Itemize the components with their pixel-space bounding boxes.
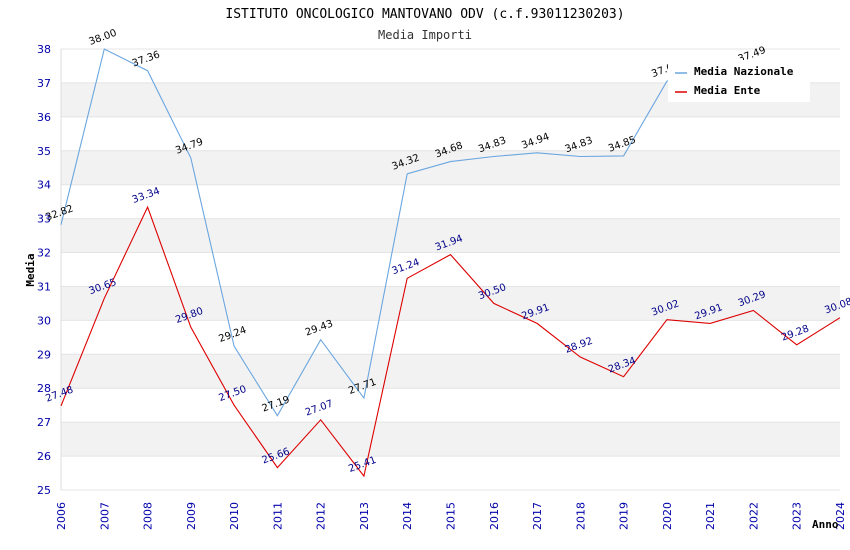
y-tick-label: 30	[37, 314, 51, 327]
grid-band	[61, 286, 840, 321]
grid-band	[61, 422, 840, 457]
x-tick-label: 2022	[747, 502, 760, 530]
x-tick-label: 2009	[185, 502, 198, 530]
x-tick-label: 2019	[618, 502, 631, 530]
legend-label-media-nazionale: Media Nazionale	[694, 65, 794, 78]
x-tick-label: 2021	[704, 502, 717, 530]
data-label: 37.36	[131, 49, 162, 69]
x-tick-label: 2018	[574, 502, 587, 530]
data-label: 38.00	[88, 28, 119, 48]
data-label: 31.24	[390, 257, 421, 277]
legend-label-media-ente: Media Ente	[694, 84, 761, 97]
data-label: 28.92	[564, 336, 595, 356]
y-tick-label: 34	[37, 179, 51, 192]
y-tick-label: 28	[37, 382, 51, 395]
y-tick-label: 35	[37, 145, 51, 158]
y-tick-label: 27	[37, 416, 51, 429]
y-tick-label: 26	[37, 450, 51, 463]
y-axis-label: Media	[24, 253, 37, 286]
y-tick-label: 37	[37, 77, 51, 90]
y-tick-label: 32	[37, 247, 51, 260]
y-tick-label: 36	[37, 111, 51, 124]
y-tick-label: 38	[37, 43, 51, 56]
x-tick-label: 2014	[401, 502, 414, 530]
data-label: 34.94	[520, 131, 551, 151]
x-tick-label: 2020	[661, 502, 674, 530]
x-tick-label: 2015	[445, 502, 458, 530]
x-axis-label: Anno	[812, 518, 839, 531]
legend: Media Nazionale Media Ente	[668, 60, 810, 102]
data-label: 27.19	[261, 394, 292, 414]
x-tick-label: 2023	[791, 502, 804, 530]
series-lines	[60, 48, 841, 478]
x-tick-label: 2013	[358, 502, 371, 530]
data-label: 25.41	[347, 455, 378, 475]
grid-band	[61, 150, 840, 185]
x-tick-label: 2016	[488, 502, 501, 530]
grid-band	[61, 354, 840, 389]
y-tick-label: 25	[37, 484, 51, 497]
legend-background	[668, 60, 810, 102]
y-tick-labels: 25 26 27 28 29 30 31 32 33 34 35 36 37 38	[37, 43, 51, 497]
x-tick-label: 2012	[315, 502, 328, 530]
data-label: 27.07	[304, 398, 335, 418]
x-tick-label: 2011	[271, 502, 284, 530]
series-line-media-nazionale	[60, 48, 754, 417]
chart-subtitle: Media Importi	[378, 28, 472, 42]
x-tick-label: 2008	[142, 502, 155, 530]
series-line-media-ente	[60, 205, 841, 478]
y-tick-label: 33	[37, 213, 51, 226]
chart-title: ISTITUTO ONCOLOGICO MANTOVANO ODV (c.f.9…	[225, 7, 624, 22]
grid-band	[61, 218, 840, 253]
x-tick-label: 2010	[228, 502, 241, 530]
x-tick-label: 2006	[55, 502, 68, 530]
y-tick-label: 29	[37, 348, 51, 361]
data-label: 33.34	[131, 186, 162, 206]
y-tick-label: 31	[37, 280, 51, 293]
x-tick-label: 2017	[531, 502, 544, 530]
x-tick-label: 2007	[98, 502, 111, 530]
grid-bands	[60, 48, 840, 491]
data-label: 29.28	[780, 323, 811, 343]
x-tick-label: 2024	[834, 502, 847, 530]
x-tick-labels: 2006 2007 2008 2009 2010 2011 2012 2013 2014 2015…	[55, 502, 847, 530]
data-label: 29.43	[304, 318, 335, 338]
